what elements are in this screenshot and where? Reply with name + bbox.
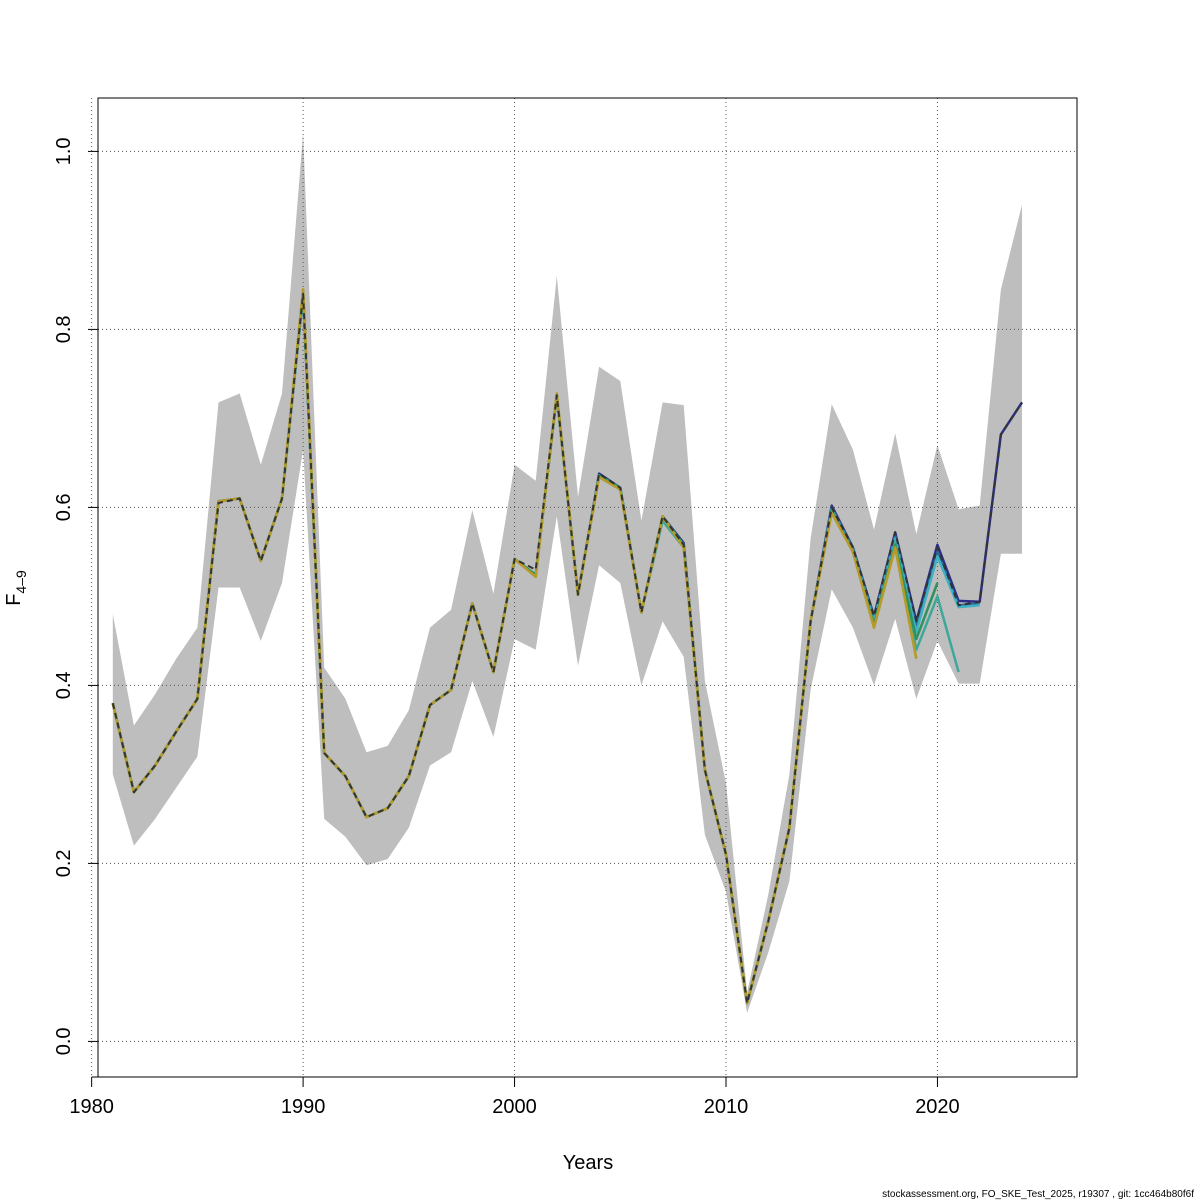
x-tick-label: 2020: [915, 1096, 960, 1118]
y-axis-title-subscript: 4–9: [13, 570, 29, 594]
y-tick-label: 0.2: [53, 849, 75, 877]
series-line-8: [111, 292, 1023, 1005]
y-tick-label: 0.8: [53, 315, 75, 343]
x-axis: 1980 1990 2000 2010 2020: [69, 1076, 960, 1118]
y-tick-label: 0.4: [53, 671, 75, 699]
y-tick-label: 0.6: [53, 493, 75, 521]
x-tick-label: 2000: [492, 1096, 537, 1118]
series-lines: [111, 288, 1024, 1005]
confidence-band-layer: [112, 133, 1023, 1013]
y-axis-title-base: F: [3, 594, 25, 606]
confidence-band: [112, 133, 1023, 1013]
x-axis-title: Years: [563, 1152, 613, 1174]
x-tick-label: 2010: [704, 1096, 749, 1118]
y-tick-label: 0.0: [53, 1027, 75, 1055]
y-tick-label: 1.0: [53, 137, 75, 165]
y-axis: 0.0 0.2 0.4 0.6 0.8 1.0: [53, 137, 99, 1055]
footer-caption: stockassessment.org, FO_SKE_Test_2025, r…: [882, 1189, 1194, 1200]
x-tick-label: 1980: [69, 1096, 114, 1118]
y-axis-title: F4–9: [3, 570, 29, 606]
x-tick-label: 1990: [281, 1096, 326, 1118]
